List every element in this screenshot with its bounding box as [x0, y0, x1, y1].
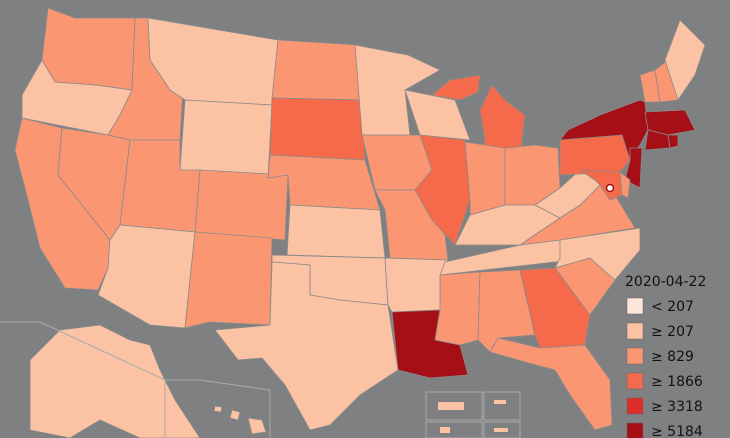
- state: [214, 261, 399, 431]
- legend-label: ≥ 1866: [651, 374, 703, 390]
- state: [229, 409, 241, 421]
- state: [179, 99, 273, 179]
- state: [464, 141, 506, 216]
- state: [247, 417, 267, 435]
- state: [41, 7, 136, 91]
- state: [489, 337, 613, 431]
- territory: [494, 428, 508, 432]
- state: [384, 257, 449, 313]
- state: [286, 204, 386, 259]
- territories: [438, 400, 508, 433]
- state: [664, 19, 706, 101]
- hawaii-frame: [165, 379, 271, 438]
- legend-swatch: [626, 347, 644, 365]
- state: [194, 169, 289, 241]
- territory: [494, 400, 506, 404]
- legend-label: ≥ 5184: [651, 424, 703, 438]
- inset-frames: [0, 321, 521, 438]
- legend-swatch: [626, 297, 644, 315]
- legend-swatch: [626, 422, 644, 438]
- state: [619, 171, 631, 199]
- territory: [440, 427, 450, 433]
- dc-marker: [605, 183, 615, 193]
- legend-label: ≥ 829: [651, 349, 694, 365]
- vi-frame: [483, 391, 521, 421]
- state: [559, 99, 649, 161]
- legend-swatch: [626, 322, 644, 340]
- legend-swatch: [626, 397, 644, 415]
- state: [559, 134, 631, 176]
- legend-title: 2020-04-22: [625, 274, 706, 290]
- state: [184, 231, 273, 329]
- state: [554, 227, 641, 281]
- state: [271, 39, 363, 101]
- legend: < 207 ≥ 207 ≥ 829 ≥ 1866 ≥ 3318 ≥ 5184: [626, 297, 703, 438]
- state: [667, 134, 679, 149]
- state: [269, 97, 366, 161]
- legend-swatch: [626, 372, 644, 390]
- legend-label: ≥ 3318: [651, 399, 703, 415]
- territory: [438, 402, 464, 410]
- legend-label: ≥ 207: [651, 324, 694, 340]
- state: [404, 89, 471, 141]
- alaska-frame: [0, 321, 166, 438]
- legend-label: < 207: [651, 299, 694, 315]
- state: [644, 109, 696, 136]
- state: [434, 271, 481, 346]
- state: [213, 405, 223, 413]
- as-frame: [483, 421, 521, 438]
- state: [29, 324, 201, 438]
- state: [431, 74, 481, 101]
- state: [624, 147, 643, 189]
- states: [14, 7, 706, 438]
- gu-frame: [425, 421, 483, 438]
- pr-frame: [425, 391, 483, 421]
